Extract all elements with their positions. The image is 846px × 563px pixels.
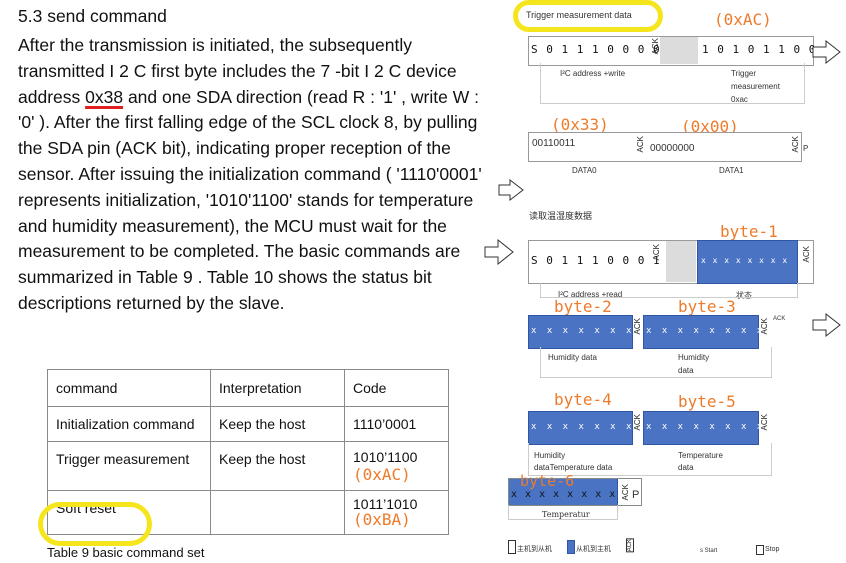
row6-frame — [508, 478, 642, 506]
row1-bits: S 0 1 1 1 0 0 0 0 — [531, 43, 661, 56]
legend-slave-label: 从机到主机 — [576, 544, 611, 554]
header-interpretation: Interpretation — [211, 370, 345, 407]
cell-command: Initialization command — [48, 407, 211, 442]
legend-slave-swatch — [567, 540, 575, 554]
code-hex-note: (0xBA) — [353, 510, 411, 529]
row3-gap — [666, 241, 696, 282]
header-code: Code — [345, 370, 449, 407]
paragraph-part-2: and one SDA direction (read R : '1' , wr… — [18, 87, 482, 313]
humidity-bits-b: x x x x x x x x — [646, 326, 765, 336]
table-caption: Table 9 basic command set — [47, 545, 205, 560]
cell-command: Trigger measurement — [48, 442, 211, 491]
row1-caption-box — [540, 63, 805, 104]
data1-label: DATA1 — [719, 166, 744, 175]
arrow-right-icon — [484, 239, 514, 265]
code-value: 1010’1100 — [353, 449, 417, 465]
byte1-label: byte-1 — [720, 222, 778, 241]
byte3-label: byte-3 — [678, 297, 736, 316]
row4-ack2: ACK — [760, 318, 769, 334]
row4-caption-box — [540, 347, 772, 378]
row3-ack2: ACK — [802, 246, 811, 262]
trigger-hex: (0xAC) — [714, 10, 772, 29]
table-row: Trigger measurement Keep the host 1010’1… — [48, 442, 449, 491]
device-address: 0x38 — [85, 87, 123, 107]
ack-small: ACK — [773, 316, 785, 322]
legend-ack: ACK — [626, 538, 634, 552]
legend-stop: Stop — [765, 546, 779, 553]
row1-gap — [660, 37, 698, 64]
row2-p: P — [803, 144, 808, 153]
arrow-right-icon — [812, 313, 842, 337]
soft-reset-highlight — [38, 502, 152, 546]
cell-code: 1110’0001 — [345, 407, 449, 442]
row3-caption-box — [540, 283, 798, 298]
status-bits: x x x x x x x x — [701, 256, 788, 265]
cell-code: 1011’1010 (0xBA) — [345, 491, 449, 535]
row4-ack: ACK — [633, 318, 642, 334]
row2-ack: ACK — [636, 136, 645, 152]
table-row: Initialization command Keep the host 111… — [48, 407, 449, 442]
row2-ack2: ACK — [791, 136, 800, 152]
trigger-label: Trigger measurement data — [526, 10, 632, 20]
cell-interp: Keep the host — [211, 407, 345, 442]
cell-interp — [211, 491, 345, 535]
cell-interp: Keep the host — [211, 442, 345, 491]
legend-start: s Start — [700, 548, 717, 554]
section-title: 5.3 send command — [18, 6, 167, 27]
row3-ack: ACK — [652, 244, 661, 260]
header-command: command — [48, 370, 211, 407]
section-paragraph: After the transmission is initiated, the… — [18, 33, 488, 317]
temp-bits-b: x x x x x x x x — [646, 422, 765, 432]
humidity-bits-a: x x x x x x x x — [531, 326, 650, 336]
byte2-label: byte-2 — [554, 297, 612, 316]
legend-master-swatch — [508, 540, 516, 554]
row1-bits2: 1 0 1 0 1 1 0 0 — [702, 43, 816, 56]
temp-bits-a: x x x x x x x x — [531, 422, 650, 432]
code-hex-note: (0xAC) — [353, 465, 411, 484]
read-title: 读取温湿度数据 — [529, 209, 592, 222]
row6-caption-box — [508, 505, 618, 520]
row5-ack: ACK — [633, 414, 642, 430]
row1-ack: ACK — [651, 38, 660, 54]
data0-label: DATA0 — [572, 166, 597, 175]
row5-ack2: ACK — [760, 414, 769, 430]
arrow-right-icon — [498, 179, 524, 201]
byte5-label: byte-5 — [678, 392, 736, 411]
legend-stop-swatch — [756, 545, 764, 555]
arrow-right-icon — [812, 40, 842, 64]
byte4-label: byte-4 — [554, 390, 612, 409]
data1-bits: 00000000 — [650, 143, 695, 154]
legend-master-label: 主机到从机 — [517, 544, 552, 554]
cell-code: 1010’1100 (0xAC) — [345, 442, 449, 491]
data0-bits: 00110011 — [532, 138, 575, 149]
row3-bits: S 0 1 1 1 0 0 0 1 — [531, 254, 661, 267]
